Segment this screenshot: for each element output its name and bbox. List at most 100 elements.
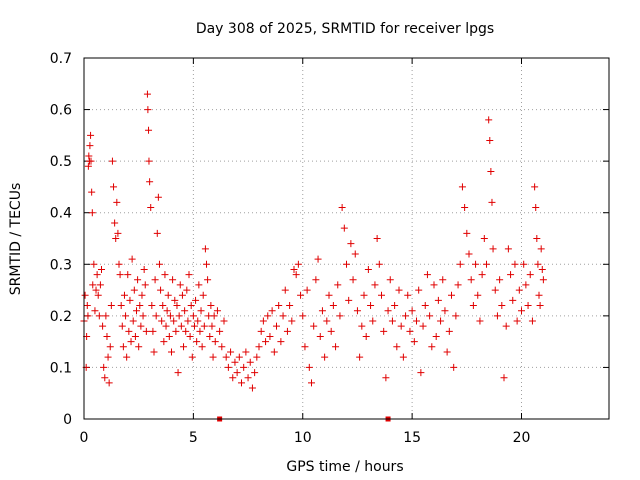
data-point [253,353,261,361]
data-point [114,229,122,237]
data-point [393,343,401,351]
data-point [182,327,190,335]
data-point [96,281,104,289]
data-point [101,374,109,382]
data-point [155,260,163,268]
data-point [507,271,515,279]
data-point [86,142,94,150]
data-point [196,327,204,335]
data-point [171,296,179,304]
data-point [129,317,137,325]
data-point [141,281,149,289]
data-point [321,353,329,361]
data-point [476,317,484,325]
data-point [113,198,121,206]
data-point [231,358,239,366]
data-point [85,152,93,160]
data-point [138,291,146,299]
data-point [386,276,394,284]
x-tick-label: 0 [80,430,89,446]
data-point [170,317,178,325]
data-point [145,126,153,134]
data-point [238,379,245,387]
data-point [491,286,499,294]
data-point [399,353,407,361]
data-point [268,307,276,315]
data-point [524,302,532,310]
data-point [146,178,154,186]
y-tick-label: 0.3 [50,257,72,273]
data-point [428,343,436,351]
data-point [199,291,207,299]
data-point [131,332,139,340]
data-point [140,265,148,273]
data-point [149,327,157,335]
data-point [509,296,517,304]
data-point [486,137,494,145]
data-point [209,353,217,361]
data-point [127,338,135,346]
data-point [275,302,283,310]
data-point [347,240,355,248]
data-point [410,338,418,346]
data-point [168,348,175,356]
data-point [338,204,346,212]
data-point [334,281,342,289]
data-point [450,363,458,371]
data-point [90,260,98,268]
data-point [415,286,423,294]
x-axis-label: GPS time / hours [286,459,403,475]
data-point [283,327,291,335]
data-point [242,348,250,356]
data-point [533,235,541,242]
data-point [145,157,153,165]
data-point [224,363,232,371]
data-point [454,281,462,289]
data-point [423,271,431,279]
data-point [441,307,449,315]
data-point [305,363,313,371]
data-point [161,271,169,279]
data-point [259,317,267,325]
data-point [184,317,192,325]
data-point [163,307,171,315]
data-point [378,291,385,299]
data-point [213,307,221,315]
data-point [288,317,296,325]
data-point [115,260,123,268]
data-point [257,327,265,335]
data-point [220,317,228,325]
data-point [474,291,482,299]
data-point [117,302,125,310]
data-point [177,322,185,330]
grid [84,58,609,419]
data-point [157,286,165,294]
data-point [402,312,410,320]
data-point [430,281,438,289]
data-point [175,312,183,320]
data-point [125,327,133,335]
x-tick-label: 20 [513,430,531,446]
plot-frame [83,57,610,420]
data-point [465,250,473,258]
data-point [151,276,159,284]
data-point [99,322,107,330]
data-point [277,338,285,346]
data-point [443,348,451,356]
data-point [188,353,196,361]
data-point [279,312,287,320]
data-point [526,271,534,279]
data-point [200,322,208,330]
data-point [87,131,95,139]
data-point [262,338,270,346]
data-point [336,312,344,320]
data-point [88,188,96,196]
data-point [91,307,99,315]
data-point [87,157,95,165]
data-point [94,291,102,299]
data-point [190,322,198,330]
data-point [88,209,96,217]
data-point [152,312,160,320]
data-point [246,358,254,366]
data-point [201,245,209,253]
